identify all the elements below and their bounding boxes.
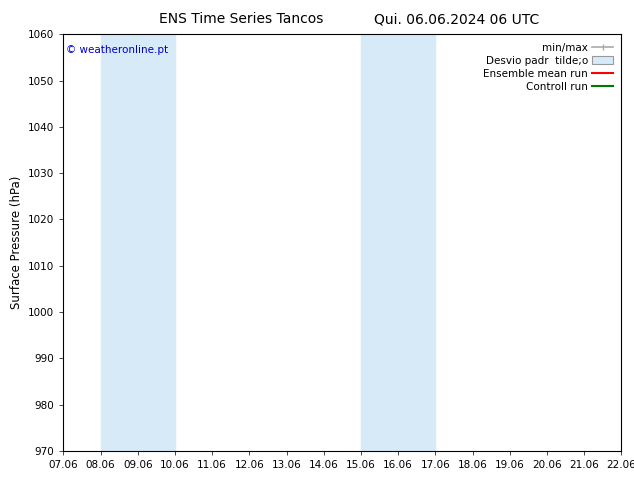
Text: ENS Time Series Tancos: ENS Time Series Tancos xyxy=(158,12,323,26)
Legend: min/max, Desvio padr  tilde;o, Ensemble mean run, Controll run: min/max, Desvio padr tilde;o, Ensemble m… xyxy=(480,40,616,95)
Text: © weatheronline.pt: © weatheronline.pt xyxy=(66,45,168,55)
Bar xyxy=(101,34,175,451)
Bar xyxy=(361,34,436,451)
Text: Qui. 06.06.2024 06 UTC: Qui. 06.06.2024 06 UTC xyxy=(374,12,539,26)
Y-axis label: Surface Pressure (hPa): Surface Pressure (hPa) xyxy=(10,176,23,309)
